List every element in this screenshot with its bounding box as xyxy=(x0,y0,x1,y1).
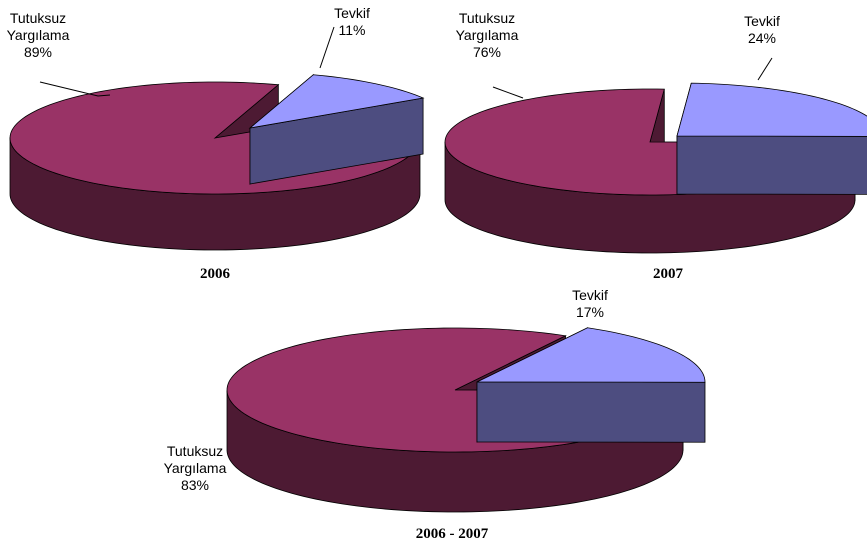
label-tutuksuz-line: Yargılama xyxy=(456,27,519,43)
label-tutuksuz-line: Tutuksuz xyxy=(10,10,66,26)
slice-tevkif-cut-face xyxy=(476,381,706,443)
leader-line xyxy=(319,26,335,69)
label-tevkif-line: 11% xyxy=(339,22,366,38)
label-tutuksuz-line: Yargılama xyxy=(164,460,227,476)
pie-chart-1: Tutuksuz Yargılama 76% Tevkif 24% 2007 xyxy=(444,10,867,282)
label-tutuksuz-line: 76% xyxy=(473,44,501,60)
slice-tevkif-top xyxy=(476,327,706,383)
slice-tevkif-top xyxy=(676,82,867,137)
leader-line xyxy=(39,81,111,97)
label-tevkif-line: 24% xyxy=(748,30,776,46)
slice-tevkif-top xyxy=(248,74,425,129)
pie-chart-0: Tutuksuz Yargılama 89% Tevkif 11% 2006 xyxy=(7,5,425,282)
pie-chart-2: Tutuksuz Yargılama 83% Tevkif 17% 2006 - 2007 xyxy=(164,287,706,542)
label-tutuksuz: Tutuksuz Yargılama 89% xyxy=(7,10,70,60)
label-tevkif-line: Tevkif xyxy=(572,287,608,303)
label-tutuksuz-line: Tutuksuz xyxy=(167,443,223,459)
label-tevkif-line: 17% xyxy=(576,304,604,320)
label-tevkif: Tevkif 17% xyxy=(572,287,608,320)
label-tevkif: Tevkif 11% xyxy=(334,5,370,38)
label-tutuksuz-line: Tutuksuz xyxy=(459,10,515,26)
label-tutuksuz: Tutuksuz Yargılama 83% xyxy=(164,443,227,493)
label-tutuksuz: Tutuksuz Yargılama 76% xyxy=(456,10,519,60)
chart-title: 2006 xyxy=(200,266,231,282)
label-tevkif-line: Tevkif xyxy=(334,5,370,21)
leader-line xyxy=(492,86,524,99)
label-tutuksuz-line: Yargılama xyxy=(7,27,70,43)
label-tevkif: Tevkif 24% xyxy=(744,13,780,46)
slice-tevkif-cut-face xyxy=(676,135,867,195)
chart-title: 2007 xyxy=(653,266,684,282)
leader-line xyxy=(757,57,773,81)
label-tutuksuz-line: 89% xyxy=(24,44,52,60)
label-tevkif-line: Tevkif xyxy=(744,13,780,29)
label-tutuksuz-line: 83% xyxy=(181,477,209,493)
chart-title: 2006 - 2007 xyxy=(416,526,489,542)
